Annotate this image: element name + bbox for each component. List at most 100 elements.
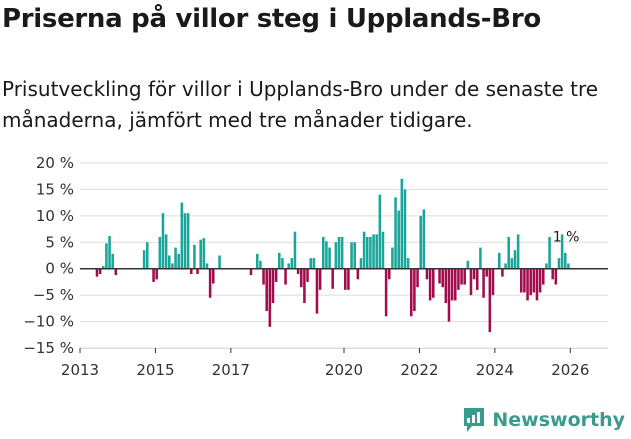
bar [438, 268, 441, 284]
bar [309, 258, 312, 269]
bar [155, 268, 158, 280]
y-tick-label: −15 % [23, 339, 74, 357]
bar [564, 252, 567, 269]
bar [158, 237, 162, 269]
bar [554, 268, 558, 285]
bar [419, 215, 422, 269]
bar [394, 197, 397, 269]
bar [340, 237, 344, 269]
bar [479, 247, 482, 269]
y-tick-label: −5 % [33, 286, 74, 304]
bar [542, 268, 545, 285]
y-tick-label: 5 % [45, 233, 74, 251]
bar [359, 258, 363, 269]
bar [174, 247, 177, 269]
x-tick-label: 2022 [400, 361, 438, 379]
bar [98, 268, 102, 274]
bar [485, 268, 488, 277]
bar [400, 178, 404, 269]
bar [249, 268, 253, 276]
bar [372, 234, 375, 269]
bar [356, 268, 360, 280]
bar [567, 263, 570, 269]
bar [353, 242, 356, 269]
bar [337, 237, 341, 269]
bar [406, 258, 410, 269]
bar [413, 268, 416, 311]
bar [454, 268, 457, 301]
bar [293, 231, 297, 269]
bar [199, 239, 202, 269]
bar [460, 268, 463, 285]
bar [171, 263, 174, 269]
bar [469, 268, 473, 296]
bar [212, 268, 215, 284]
bar [256, 253, 259, 269]
bar [375, 234, 378, 269]
bar [218, 255, 221, 269]
bar [501, 268, 504, 277]
bar [476, 268, 479, 290]
bar [532, 268, 536, 293]
bar [410, 268, 413, 317]
x-tick-label: 2026 [551, 361, 589, 379]
bar [425, 268, 429, 280]
bar [450, 268, 454, 301]
brand-logo: Newsworthy [462, 407, 625, 433]
bar [111, 253, 114, 269]
bar [290, 258, 294, 269]
bar [300, 268, 303, 288]
bar [168, 255, 171, 269]
bar [196, 268, 199, 274]
bar [268, 268, 272, 327]
bar [325, 241, 328, 269]
bar [526, 268, 529, 301]
bar [384, 268, 388, 317]
bar [205, 263, 209, 269]
x-tick-label: 2020 [325, 361, 363, 379]
bar [447, 268, 451, 322]
bar [463, 268, 466, 285]
bar [142, 250, 146, 269]
bar [312, 258, 316, 269]
chart-title: Priserna på villor steg i Upplands-Bro [2, 4, 541, 34]
bar [403, 189, 407, 269]
y-tick-label: 15 % [36, 180, 74, 198]
bar [322, 237, 325, 269]
bar [510, 258, 514, 269]
x-tick-label: 2017 [212, 361, 250, 379]
bar [381, 231, 385, 269]
bar [366, 237, 369, 269]
bar [416, 268, 419, 288]
bar [520, 268, 523, 293]
bar [318, 268, 322, 290]
brand-name: Newsworthy [492, 409, 625, 431]
bar [95, 268, 99, 277]
bar [557, 258, 561, 269]
x-tick-label: 2024 [476, 361, 514, 379]
bar [350, 242, 353, 269]
y-tick-label: −10 % [23, 313, 74, 331]
bar [193, 244, 196, 269]
bar [513, 250, 517, 269]
bar [538, 268, 542, 293]
bar [560, 234, 564, 269]
bar [535, 268, 539, 301]
bar [516, 234, 520, 269]
bar [328, 247, 331, 269]
bar [315, 268, 319, 314]
bar [152, 268, 155, 282]
newsworthy-logo-icon [464, 408, 485, 432]
bar [274, 268, 278, 282]
bar [388, 268, 391, 280]
bar [287, 263, 290, 269]
bar [472, 268, 476, 280]
y-tick-label: 10 % [36, 207, 74, 225]
bar [428, 268, 432, 301]
latest-value-label: 1 % [553, 229, 580, 245]
bar [306, 268, 309, 282]
bar [102, 266, 105, 269]
bar [498, 252, 501, 269]
bar [303, 268, 306, 304]
bar [545, 263, 548, 269]
